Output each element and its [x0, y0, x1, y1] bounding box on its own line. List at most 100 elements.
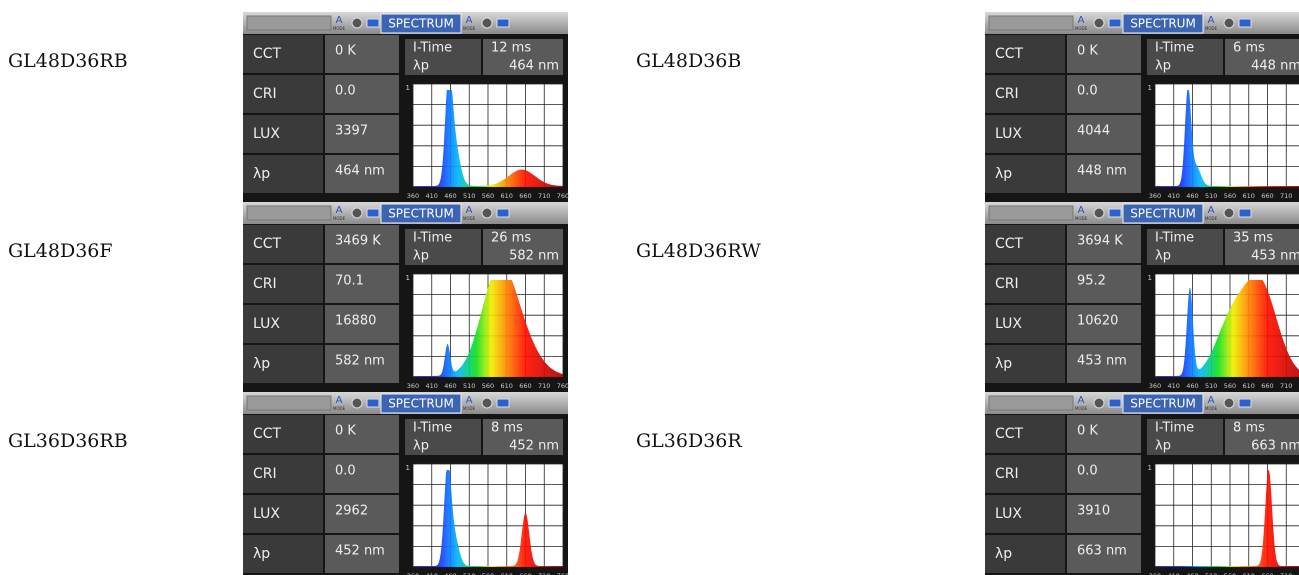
x-tick-label: 460: [444, 192, 456, 200]
icon: [482, 398, 492, 408]
row-value: 464 nm: [335, 164, 385, 179]
x-tick-label: 560: [1224, 382, 1236, 390]
icon: [1224, 208, 1234, 218]
spectrum-tab-text: SPECTRUM: [388, 207, 454, 221]
row-value: 582 nm: [335, 354, 385, 369]
row-label: LUX: [995, 506, 1022, 522]
row-value: 4044: [1077, 124, 1110, 139]
x-tick-label: 460: [1186, 382, 1198, 390]
y-tick-label: 1: [406, 84, 410, 92]
icon: [1109, 209, 1121, 217]
row-label: CRI: [253, 276, 277, 292]
mode-label: MODE: [333, 216, 346, 221]
mode-letter: A: [1078, 15, 1085, 26]
row-value: 0.0: [335, 464, 356, 479]
x-tick-label: 660: [519, 382, 531, 390]
row-value: 0 K: [335, 44, 356, 59]
row-label: CRI: [253, 86, 277, 102]
row-value: 16880: [335, 314, 376, 329]
row-value: 0.0: [1077, 84, 1098, 99]
x-tick-label: 560: [482, 192, 494, 200]
x-tick-label: 760: [557, 192, 569, 200]
x-tick-label: 410: [1168, 192, 1180, 200]
panel-label: GL36D36RB: [8, 430, 128, 452]
device-screen: AMODEAMODESPECTRUMCCT3469 KCRI70.1LUX168…: [243, 202, 569, 392]
row-label: LUX: [253, 506, 280, 522]
peak-label: λp: [1155, 439, 1171, 454]
panel-label: GL48D36RW: [636, 240, 761, 262]
spectrum-tab-text: SPECTRUM: [1130, 397, 1196, 411]
row-value: 2962: [335, 504, 368, 519]
row-value: 70.1: [335, 274, 364, 289]
x-tick-label: 510: [463, 382, 475, 390]
icon: [482, 208, 492, 218]
y-tick-label: 1: [406, 464, 410, 472]
page: GL48D36RBAMODEAMODESPECTRUMCCT0 KCRI0.0L…: [0, 0, 1299, 575]
itime-value: 26 ms: [491, 231, 531, 246]
icon: [1109, 19, 1121, 27]
row-value: 448 nm: [1077, 164, 1127, 179]
mode-label: MODE: [333, 406, 346, 411]
x-tick-label: 510: [1205, 192, 1217, 200]
mode-label: MODE: [1205, 26, 1218, 31]
x-tick-label: 460: [1186, 192, 1198, 200]
icon: [497, 399, 509, 407]
y-tick-label: 1: [1148, 274, 1152, 282]
icon: [1224, 398, 1234, 408]
row-label: LUX: [995, 316, 1022, 332]
x-tick-label: 560: [1224, 192, 1236, 200]
x-tick-label: 760: [557, 382, 569, 390]
x-tick-label: 410: [426, 382, 438, 390]
top-bar-slot: [247, 396, 331, 410]
x-tick-label: 360: [1149, 382, 1161, 390]
x-tick-label: 610: [1243, 192, 1255, 200]
mode-letter: A: [1078, 395, 1085, 406]
row-value: 3397: [335, 124, 368, 139]
top-bar-slot: [989, 206, 1073, 220]
mode-letter: A: [466, 205, 473, 216]
itime-label: I-Time: [413, 421, 452, 436]
icon: [367, 209, 379, 217]
panel-label: GL48D36B: [636, 50, 741, 72]
row-value: 3469 K: [335, 234, 381, 249]
row-value: 0 K: [335, 424, 356, 439]
row-label: CCT: [253, 426, 282, 442]
x-tick-label: 610: [501, 192, 513, 200]
row-value: 95.2: [1077, 274, 1106, 289]
mode-label: MODE: [1205, 406, 1218, 411]
x-tick-label: 560: [482, 382, 494, 390]
row-label: λp: [253, 166, 270, 182]
x-tick-label: 460: [444, 382, 456, 390]
x-tick-label: 510: [463, 192, 475, 200]
x-tick-label: 660: [1261, 382, 1273, 390]
peak-label: λp: [413, 439, 429, 454]
x-tick-label: 360: [407, 192, 419, 200]
itime-label: I-Time: [1155, 41, 1194, 56]
x-tick-label: 360: [1149, 192, 1161, 200]
row-label: λp: [995, 356, 1012, 372]
mode-label: MODE: [1205, 216, 1218, 221]
row-label: CCT: [995, 426, 1024, 442]
spectrum-tab-text: SPECTRUM: [1130, 17, 1196, 31]
device-screen: AMODEAMODESPECTRUMCCT0 KCRI0.0LUX4044λp4…: [985, 12, 1299, 202]
icon: [1239, 19, 1251, 27]
row-value: 3694 K: [1077, 234, 1123, 249]
panel-label: GL48D36F: [8, 240, 113, 262]
mode-letter: A: [466, 395, 473, 406]
row-label: LUX: [995, 126, 1022, 142]
peak-value: 582 nm: [509, 249, 559, 264]
row-label: CRI: [253, 466, 277, 482]
peak-value: 452 nm: [509, 439, 559, 454]
x-tick-label: 360: [407, 382, 419, 390]
icon: [367, 19, 379, 27]
itime-label: I-Time: [413, 41, 452, 56]
row-value: 10620: [1077, 314, 1118, 329]
itime-value: 8 ms: [1233, 421, 1265, 436]
device-screen: AMODEAMODESPECTRUMCCT0 KCRI0.0LUX2962λp4…: [243, 392, 569, 575]
row-value: 0.0: [335, 84, 356, 99]
row-value: 0.0: [1077, 464, 1098, 479]
spectrum-tab-text: SPECTRUM: [1130, 207, 1196, 221]
top-bar-slot: [247, 16, 331, 30]
